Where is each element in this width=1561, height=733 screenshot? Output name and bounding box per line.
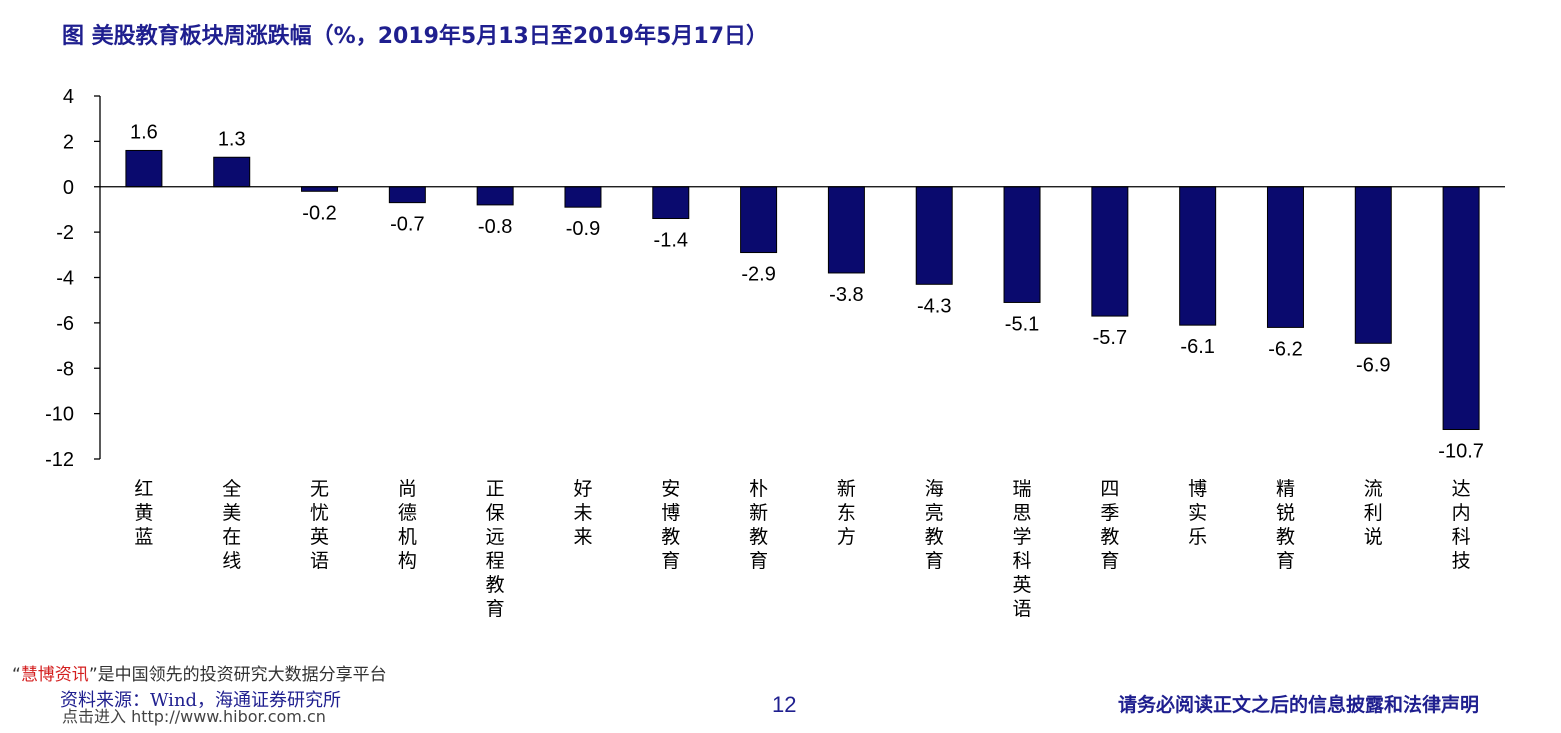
category-label: 红黄蓝 (134, 478, 153, 548)
category-label: 正保远程教育 (486, 478, 505, 620)
category-label: 无忧英语 (310, 478, 329, 572)
data-label: -6.1 (1180, 336, 1214, 358)
data-labels: 1.6 1.3 -0.2 -0.7 -0.8 -0.9 -1.4 -2.9 -3.8 -4.3 -5… (130, 121, 1484, 462)
bar-chart: 4 2 0 -2 -4 -6 -8 -10 -12 1.6 1.3 -0.2 -0.7 -0.8 -0.9… (45, 86, 1505, 620)
bar (125, 149, 163, 188)
watermark-open-quote: “ (12, 665, 21, 685)
category-label: 四季教育 (1100, 478, 1119, 572)
bar (1266, 186, 1304, 328)
bar (301, 186, 339, 192)
bar (1354, 186, 1392, 344)
category-label: 全美在线 (222, 478, 241, 572)
bar (1091, 186, 1129, 317)
data-label: -0.9 (566, 218, 600, 240)
watermark-tagline: “慧博资讯”是中国领先的投资研究大数据分享平台 (12, 660, 387, 685)
y-tick-label: 4 (63, 86, 74, 108)
bar (388, 186, 426, 204)
source-note: 资料来源：Wind，海通证券研究所 (60, 690, 342, 711)
category-label: 精锐教育 (1276, 478, 1295, 572)
bar (213, 156, 251, 188)
category-label: 新东方 (837, 478, 856, 548)
chart-title: 图 美股教育板块周涨跌幅（%，2019年5月13日至2019年5月17日） (62, 24, 769, 49)
bar (652, 186, 690, 220)
y-tick-label: -2 (56, 222, 74, 244)
page-number: 12 (772, 692, 797, 717)
data-label: -6.9 (1356, 354, 1390, 376)
bar (1179, 186, 1217, 326)
y-tick-label: 0 (63, 177, 74, 199)
category-label: 博实乐 (1188, 478, 1207, 548)
y-tick-label: -10 (45, 404, 74, 426)
bar (1003, 186, 1041, 303)
y-tick-label: 2 (63, 131, 74, 153)
data-label: -5.7 (1093, 327, 1127, 349)
bar (827, 186, 865, 274)
bar (476, 186, 514, 206)
category-label: 好未来 (573, 478, 592, 548)
category-labels: 红黄蓝 全美在线 无忧英语 尚德机构 正保远程教育 好未来 安博教育 朴新教育 新东方 海亮教育 瑞… (134, 478, 1470, 620)
category-label: 达内科技 (1452, 478, 1471, 572)
y-tick-label: -6 (56, 313, 74, 335)
y-axis: 4 2 0 -2 -4 -6 -8 -10 -12 (45, 86, 101, 471)
data-label: -1.4 (654, 230, 688, 252)
data-label: -4.3 (917, 295, 951, 317)
data-label: -0.7 (390, 214, 424, 236)
y-tick-label: -4 (56, 268, 74, 290)
data-label: -0.8 (478, 216, 512, 238)
bar (915, 186, 953, 285)
data-label: -10.7 (1438, 441, 1484, 463)
category-label: 尚德机构 (398, 478, 417, 572)
bars (125, 149, 1480, 431)
data-label: -6.2 (1268, 338, 1302, 360)
watermark-tagline-text: ”是中国领先的投资研究大数据分享平台 (88, 665, 387, 685)
category-label: 流利说 (1364, 478, 1383, 548)
data-label: -3.8 (829, 284, 863, 306)
category-label: 安博教育 (661, 478, 680, 572)
category-label: 朴新教育 (749, 478, 768, 572)
bar (740, 186, 778, 254)
data-label: -5.1 (1005, 313, 1039, 335)
data-label: -2.9 (741, 264, 775, 286)
watermark-link[interactable]: 点击进入 http://www.hibor.com.cn (62, 707, 326, 726)
watermark-brand[interactable]: 慧博资讯 (20, 665, 89, 685)
bar (1442, 186, 1480, 431)
category-label: 瑞思学科英语 (1013, 478, 1032, 620)
data-label: 1.3 (218, 128, 246, 150)
disclaimer: 请务必阅读正文之后的信息披露和法律声明 (1117, 694, 1479, 716)
category-label: 海亮教育 (925, 478, 944, 572)
data-label: -0.2 (302, 202, 336, 224)
y-tick-label: -8 (56, 358, 74, 380)
y-tick-label: -12 (45, 449, 74, 471)
bar (564, 186, 602, 208)
data-label: 1.6 (130, 121, 158, 143)
